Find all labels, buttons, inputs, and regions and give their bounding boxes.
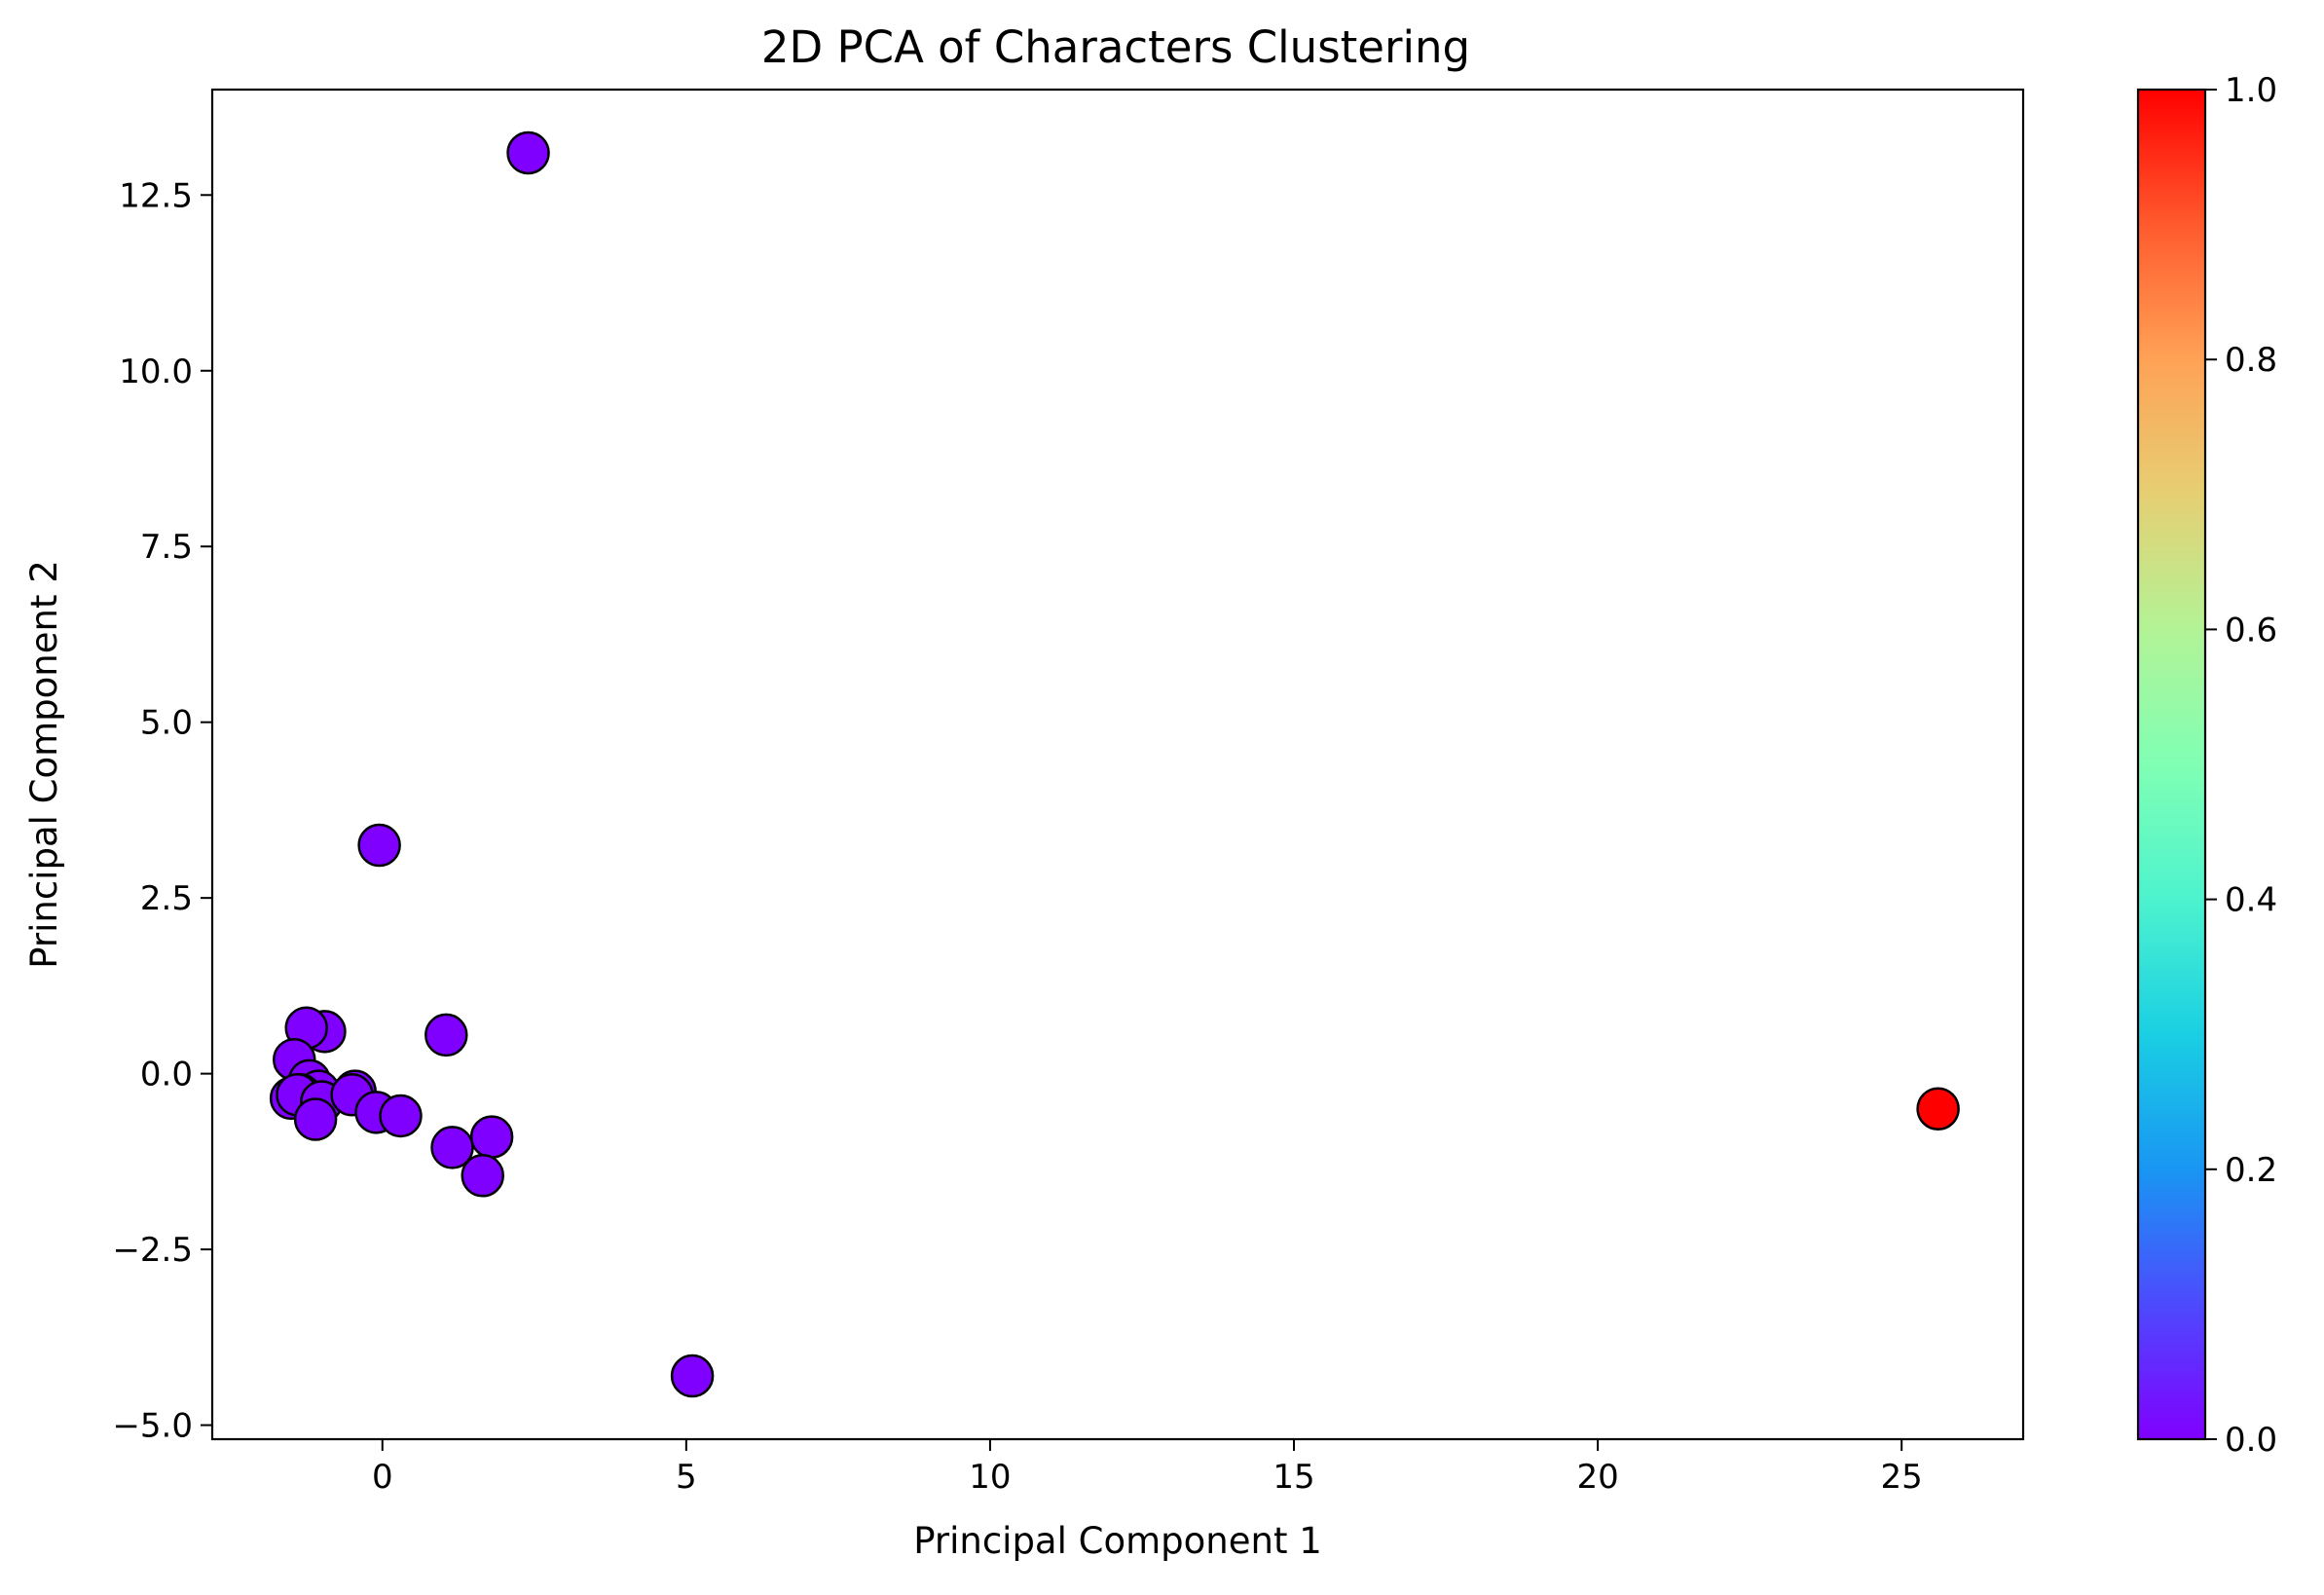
scatter-point bbox=[379, 1094, 423, 1138]
y-tick-label: 12.5 bbox=[119, 176, 193, 215]
colorbar-frame bbox=[2136, 88, 2207, 1441]
colorbar-tick-label: 0.0 bbox=[2225, 1421, 2277, 1460]
x-tick-label: 0 bbox=[372, 1458, 393, 1497]
y-tick-label: 10.0 bbox=[119, 352, 193, 391]
x-tick-label: 15 bbox=[1273, 1458, 1314, 1497]
y-tick-label: −2.5 bbox=[112, 1231, 193, 1270]
chart-title: 2D PCA of Characters Clustering bbox=[761, 21, 1470, 73]
x-tick-label: 25 bbox=[1881, 1458, 1923, 1497]
scatter-point bbox=[424, 1013, 468, 1057]
colorbar-tick-label: 1.0 bbox=[2225, 71, 2277, 110]
y-axis: −5.0 −2.5 0.0 2.5 5.0 7.5 10.0 12.5 bbox=[112, 176, 212, 1446]
scatter-point bbox=[469, 1115, 514, 1159]
x-tick-label: 20 bbox=[1576, 1458, 1618, 1497]
scatter-point bbox=[357, 823, 401, 868]
y-tick-label: 5.0 bbox=[140, 704, 193, 743]
y-tick-label: −5.0 bbox=[112, 1407, 193, 1446]
scatter-point bbox=[506, 130, 550, 175]
colorbar-axis: 0.0 0.2 0.4 0.6 0.8 1.0 bbox=[2205, 71, 2277, 1460]
colorbar-gradient bbox=[2138, 90, 2205, 1439]
plot-frame bbox=[210, 88, 2025, 1441]
x-axis: 0 5 10 15 20 25 bbox=[372, 1439, 1923, 1497]
x-tick-label: 10 bbox=[969, 1458, 1011, 1497]
scatter-point bbox=[1916, 1087, 1960, 1131]
scatter-point bbox=[461, 1154, 505, 1198]
colorbar-tick-label: 0.8 bbox=[2225, 341, 2277, 380]
x-axis-label: Principal Component 1 bbox=[913, 1520, 1322, 1562]
y-tick-label: 0.0 bbox=[140, 1056, 193, 1094]
colorbar: 0.0 0.2 0.4 0.6 0.8 1.0 bbox=[2136, 71, 2277, 1460]
scatter-point bbox=[670, 1354, 715, 1398]
y-axis-label: Principal Component 2 bbox=[23, 560, 65, 969]
plot-area bbox=[269, 130, 1960, 1398]
scatter-point bbox=[430, 1126, 474, 1169]
colorbar-tick-label: 0.2 bbox=[2225, 1151, 2277, 1190]
y-tick-label: 7.5 bbox=[140, 528, 193, 567]
colorbar-tick-label: 0.6 bbox=[2225, 611, 2277, 649]
y-tick-label: 2.5 bbox=[140, 879, 193, 918]
colorbar-tick-label: 0.4 bbox=[2225, 881, 2277, 920]
scatter-point bbox=[293, 1097, 338, 1141]
x-tick-label: 5 bbox=[676, 1458, 697, 1497]
